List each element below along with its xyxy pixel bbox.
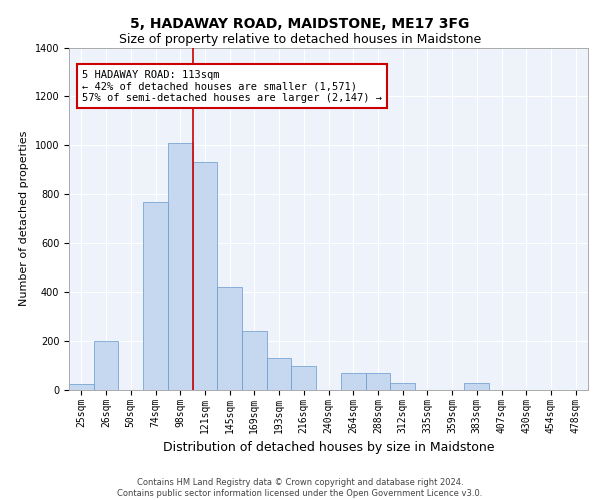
Bar — [365, 373, 390, 390]
Bar — [464, 382, 489, 390]
Bar — [242, 332, 267, 390]
Bar — [94, 341, 118, 390]
Bar — [193, 162, 217, 390]
Bar — [292, 366, 316, 390]
Text: Contains HM Land Registry data © Crown copyright and database right 2024.
Contai: Contains HM Land Registry data © Crown c… — [118, 478, 482, 498]
Y-axis label: Number of detached properties: Number of detached properties — [19, 131, 29, 306]
Bar — [267, 358, 292, 390]
Text: 5, HADAWAY ROAD, MAIDSTONE, ME17 3FG: 5, HADAWAY ROAD, MAIDSTONE, ME17 3FG — [130, 18, 470, 32]
Bar — [341, 373, 365, 390]
Bar — [217, 287, 242, 390]
Bar — [143, 202, 168, 390]
Text: Size of property relative to detached houses in Maidstone: Size of property relative to detached ho… — [119, 32, 481, 46]
Bar — [390, 382, 415, 390]
Bar — [168, 143, 193, 390]
Text: 5 HADAWAY ROAD: 113sqm
← 42% of detached houses are smaller (1,571)
57% of semi-: 5 HADAWAY ROAD: 113sqm ← 42% of detached… — [82, 70, 382, 102]
X-axis label: Distribution of detached houses by size in Maidstone: Distribution of detached houses by size … — [163, 441, 494, 454]
Bar — [69, 384, 94, 390]
